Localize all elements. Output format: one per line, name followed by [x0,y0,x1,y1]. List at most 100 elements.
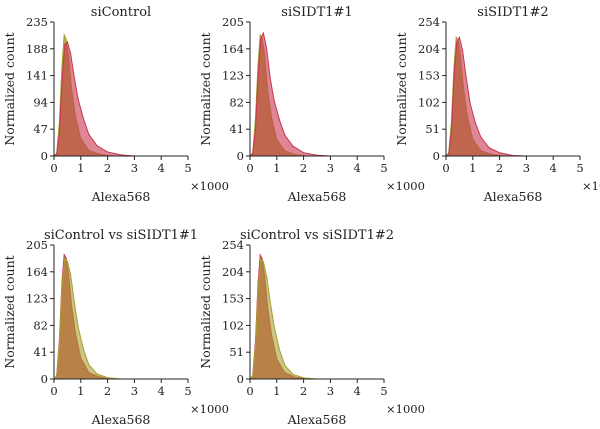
x-tick-label: 3 [327,161,334,175]
y-tick-label: 41 [33,345,48,359]
data-point [66,260,68,262]
data-point [56,375,58,377]
data-point [96,373,98,375]
x-tick-label: 0 [442,161,449,175]
y-tick-label: 41 [229,122,244,136]
data-point [278,119,281,121]
x-tick-label: 3 [131,384,138,398]
x-tick-label: 1 [77,384,84,398]
chart-title: siSIDT1#1 [281,5,352,20]
y-tick-label: 205 [26,238,48,252]
series-area [248,257,318,380]
x-tick-label: 5 [184,161,191,175]
data-point [453,76,455,78]
x-tick-label: 2 [300,384,307,398]
data-point [273,99,275,101]
x-tick-label: 0 [50,161,57,175]
y-tick-label: 47 [33,122,48,136]
data-point [499,152,501,154]
y-tick-label: 188 [26,42,48,56]
data-point [64,44,66,46]
x-tick-label: 0 [246,161,253,175]
data-point [88,133,90,135]
x-tick-label: 0 [246,384,253,398]
y-tick-label: 141 [26,69,48,83]
data-point [259,254,261,256]
y-tick-label: 204 [418,42,440,56]
data-point [260,258,262,260]
y-tick-label: 164 [222,42,244,56]
data-point [453,65,455,67]
x-tick-label: 0 [50,384,57,398]
x-tick-label: 4 [158,384,165,398]
x-multiplier: ×1000 [190,402,229,416]
chart-panel: siControl 0 47 94 141 188 235 0 1 2 3 4 5 ×1000 Alexa5… [2,5,229,204]
x-multiplier: ×1000 [386,402,425,416]
x-tick-label: 4 [550,161,557,175]
data-point [262,261,264,263]
chart-title: siControl [91,5,151,20]
y-tick-label: 0 [41,149,48,163]
y-axis-label: Normalized count [2,255,17,368]
data-point [469,102,471,104]
data-point [261,258,263,260]
data-point [450,131,452,133]
data-point [266,47,268,49]
data-point [107,377,109,379]
data-point [70,52,72,55]
x-tick-label: 2 [496,161,503,175]
x-tick-label: 1 [77,161,84,175]
series-area [248,31,331,157]
x-tick-label: 1 [273,384,280,398]
x-tick-label: 3 [523,161,530,175]
data-point [73,75,75,77]
x-tick-label: 5 [184,384,191,398]
y-tick-label: 102 [222,318,244,332]
x-tick-label: 4 [354,384,361,398]
y-tick-label: 102 [418,95,440,109]
data-point [82,118,85,120]
x-tick-label: 4 [354,161,361,175]
data-point [278,349,281,351]
data-point [61,64,63,66]
data-point [63,254,65,256]
data-point [73,300,75,302]
y-tick-label: 0 [237,372,244,386]
data-point [65,38,67,40]
y-tick-label: 205 [222,15,244,29]
data-point [260,37,262,39]
data-point [257,63,259,66]
x-tick-label: 1 [469,161,476,175]
data-point [284,364,286,366]
y-tick-label: 51 [425,122,440,136]
x-axis-label: Alexa568 [483,189,543,204]
series-area [444,35,527,157]
y-axis-label: Normalized count [198,32,213,145]
data-point [70,273,72,275]
x-tick-label: 1 [273,161,280,175]
data-point [269,77,271,79]
data-point [82,349,85,351]
y-tick-label: 235 [26,15,48,29]
x-tick-label: 4 [158,161,165,175]
data-point [96,145,98,147]
chart-panel: siSIDT1#2 0 51 102 153 204 254 0 1 2 3 4 5 ×1000 Alexa… [394,5,600,204]
data-point [77,98,79,100]
y-axis-label: Normalized count [2,32,17,145]
data-point [292,373,294,375]
x-tick-label: 3 [327,384,334,398]
data-point [252,153,254,155]
x-tick-label: 5 [380,161,387,175]
data-point [61,81,63,83]
x-axis-label: Alexa568 [287,412,347,427]
chart-title: siControl vs siSIDT1#1 [44,228,198,243]
y-tick-label: 254 [418,15,440,29]
data-point [259,34,261,36]
chart-title: siControl vs siSIDT1#2 [240,228,394,243]
data-point [458,36,460,38]
y-tick-label: 82 [33,318,48,332]
x-multiplier: ×1000 [582,179,600,193]
data-point [88,364,90,366]
x-tick-label: 3 [131,161,138,175]
